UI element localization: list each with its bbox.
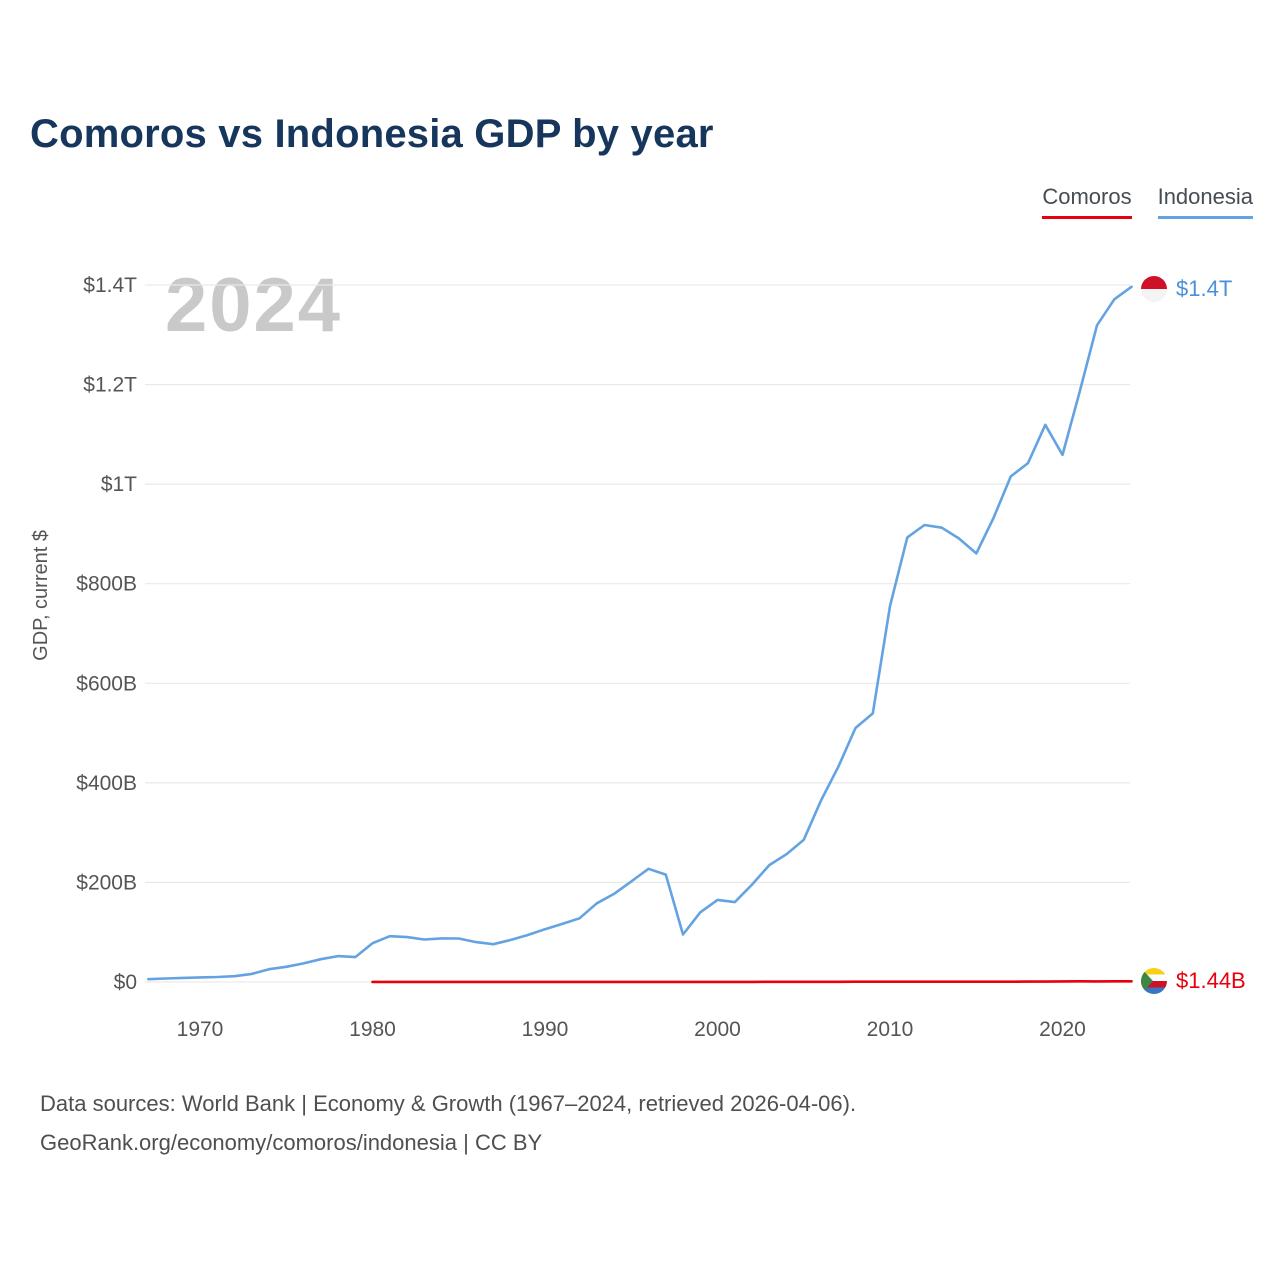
svg-text:1970: 1970: [177, 1018, 224, 1041]
data-sources: Data sources: World Bank | Economy & Gro…: [40, 1084, 856, 1162]
comoros-flag-icon: [1141, 968, 1167, 994]
svg-text:$1.2T: $1.2T: [83, 374, 137, 397]
svg-text:1980: 1980: [349, 1018, 396, 1041]
legend-item-indonesia[interactable]: Indonesia: [1157, 184, 1253, 219]
indonesia-flag-icon: [1141, 276, 1167, 302]
page-title: Comoros vs Indonesia GDP by year: [30, 112, 714, 156]
indonesia-end-label: $1.4T: [1141, 276, 1232, 302]
legend: Comoros Indonesia: [1042, 184, 1253, 219]
comoros-end-value: $1.44B: [1176, 968, 1246, 993]
svg-text:1990: 1990: [522, 1018, 569, 1041]
svg-text:$400B: $400B: [76, 772, 137, 795]
svg-text:$1T: $1T: [101, 473, 137, 496]
data-sources-line1: Data sources: World Bank | Economy & Gro…: [40, 1091, 857, 1116]
svg-text:$200B: $200B: [76, 871, 137, 894]
svg-text:$800B: $800B: [76, 573, 137, 596]
data-sources-line2: GeoRank.org/economy/comoros/indonesia | …: [40, 1130, 543, 1155]
y-axis-label: GDP, current $: [30, 530, 52, 661]
svg-text:$0: $0: [114, 971, 137, 994]
svg-text:$600B: $600B: [76, 672, 137, 695]
svg-text:2010: 2010: [867, 1018, 914, 1041]
svg-text:2000: 2000: [694, 1018, 741, 1041]
svg-text:2020: 2020: [1039, 1018, 1086, 1041]
watermark-year: 2024: [165, 263, 343, 348]
legend-item-comoros[interactable]: Comoros: [1042, 184, 1132, 219]
indonesia-end-value: $1.4T: [1176, 276, 1233, 301]
comoros-end-label: $1.44B: [1141, 968, 1246, 994]
svg-text:$1.4T: $1.4T: [83, 274, 137, 297]
